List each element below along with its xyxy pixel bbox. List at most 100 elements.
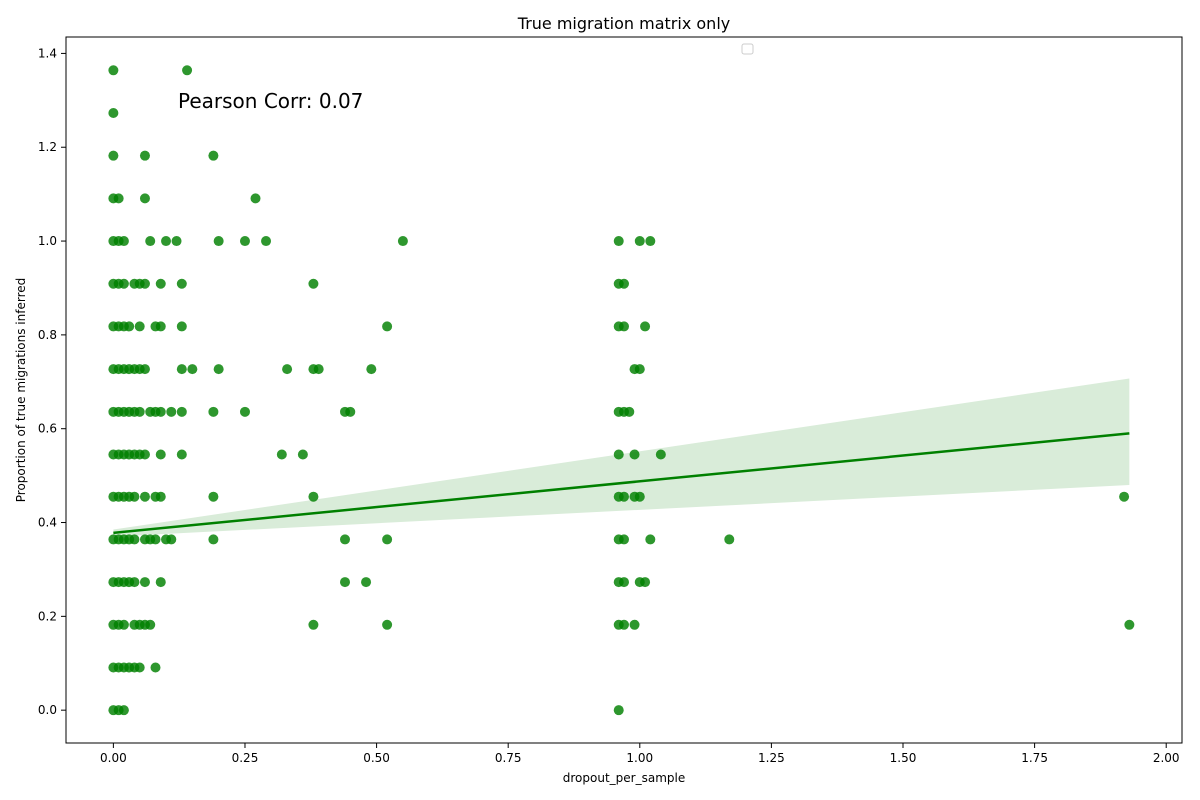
y-tick-label: 0.2 xyxy=(38,609,57,623)
x-tick-label: 2.00 xyxy=(1153,751,1180,765)
y-tick-label: 0.0 xyxy=(38,703,57,717)
data-point xyxy=(118,705,129,716)
data-point xyxy=(129,577,140,588)
data-point xyxy=(213,364,224,375)
data-point xyxy=(187,364,198,375)
chart-title: True migration matrix only xyxy=(517,14,730,33)
data-point xyxy=(629,449,640,460)
data-point xyxy=(129,491,140,502)
data-point xyxy=(166,406,177,417)
y-tick-label: 0.4 xyxy=(38,516,57,530)
data-point xyxy=(176,278,187,289)
y-tick-label: 1.2 xyxy=(38,140,57,154)
data-point xyxy=(397,236,408,247)
data-point xyxy=(1124,619,1135,630)
data-point xyxy=(366,364,377,375)
data-point xyxy=(118,278,129,289)
data-point xyxy=(124,321,135,332)
data-point xyxy=(361,577,372,588)
data-point xyxy=(139,364,150,375)
data-point xyxy=(118,619,129,630)
data-point xyxy=(634,236,645,247)
data-point xyxy=(134,321,145,332)
data-point xyxy=(155,491,166,502)
data-point xyxy=(382,534,393,545)
x-axis-ticks: 0.00 0.25 0.50 0.75 1.00 1.25 1.50 1.75 2.00 xyxy=(100,743,1180,765)
data-point xyxy=(108,65,119,76)
data-point xyxy=(176,364,187,375)
data-point xyxy=(619,491,629,502)
data-point xyxy=(613,705,624,716)
data-point xyxy=(308,491,319,502)
data-point xyxy=(340,577,350,588)
data-point xyxy=(645,534,656,545)
data-point xyxy=(624,406,635,417)
data-point xyxy=(640,577,651,588)
data-point xyxy=(150,534,161,545)
data-point xyxy=(129,534,140,545)
data-point xyxy=(655,449,666,460)
pearson-annotation: Pearson Corr: 0.07 xyxy=(178,89,363,113)
y-tick-label: 0.6 xyxy=(38,422,57,436)
data-point xyxy=(619,321,629,332)
data-point xyxy=(155,577,166,588)
data-point xyxy=(134,662,145,673)
x-tick-label: 1.00 xyxy=(626,751,653,765)
data-point xyxy=(176,449,187,460)
plot-frame xyxy=(65,36,1183,744)
data-point xyxy=(150,662,161,673)
y-tick-label: 0.8 xyxy=(38,328,57,342)
data-point xyxy=(645,236,656,247)
data-point xyxy=(634,491,645,502)
data-point xyxy=(313,364,324,375)
x-tick-label: 1.25 xyxy=(758,751,785,765)
data-point xyxy=(108,150,119,161)
y-axis-ticks: 0.0 0.2 0.4 0.6 0.8 1.0 1.2 1.4 xyxy=(38,46,66,717)
data-point xyxy=(382,619,393,630)
data-point xyxy=(161,236,172,247)
legend-box xyxy=(741,43,754,55)
x-tick-label: 1.75 xyxy=(1021,751,1048,765)
x-tick-label: 0.50 xyxy=(363,751,390,765)
y-tick-label: 1.4 xyxy=(38,46,57,60)
regression-line xyxy=(113,432,1130,535)
data-point xyxy=(382,321,393,332)
data-point xyxy=(276,449,287,460)
y-axis-title: Proportion of true migrations inferred xyxy=(14,278,28,502)
data-point xyxy=(308,619,319,630)
data-point xyxy=(239,236,250,247)
data-point xyxy=(176,406,187,417)
data-points-layer xyxy=(108,65,1135,716)
data-point xyxy=(118,236,129,247)
data-point xyxy=(208,406,219,417)
data-point xyxy=(208,150,219,161)
data-point xyxy=(619,278,629,289)
data-point xyxy=(308,278,319,289)
data-point xyxy=(208,491,219,502)
data-point xyxy=(213,236,224,247)
data-point xyxy=(282,364,293,375)
data-point xyxy=(139,193,150,204)
data-point xyxy=(171,236,182,247)
data-point xyxy=(250,193,261,204)
data-point xyxy=(113,193,124,204)
data-point xyxy=(208,534,219,545)
data-point xyxy=(724,534,735,545)
data-point xyxy=(145,619,156,630)
data-point xyxy=(155,449,166,460)
data-point xyxy=(297,449,308,460)
data-point xyxy=(640,321,651,332)
x-tick-label: 0.75 xyxy=(495,751,522,765)
x-tick-label: 0.25 xyxy=(232,751,259,765)
data-point xyxy=(139,449,150,460)
data-point xyxy=(1119,491,1130,502)
data-point xyxy=(155,278,166,289)
data-point xyxy=(166,534,177,545)
data-point xyxy=(108,107,119,118)
data-point xyxy=(613,449,624,460)
data-point xyxy=(239,406,250,417)
data-point xyxy=(139,150,150,161)
data-point xyxy=(176,321,187,332)
data-point xyxy=(613,236,624,247)
